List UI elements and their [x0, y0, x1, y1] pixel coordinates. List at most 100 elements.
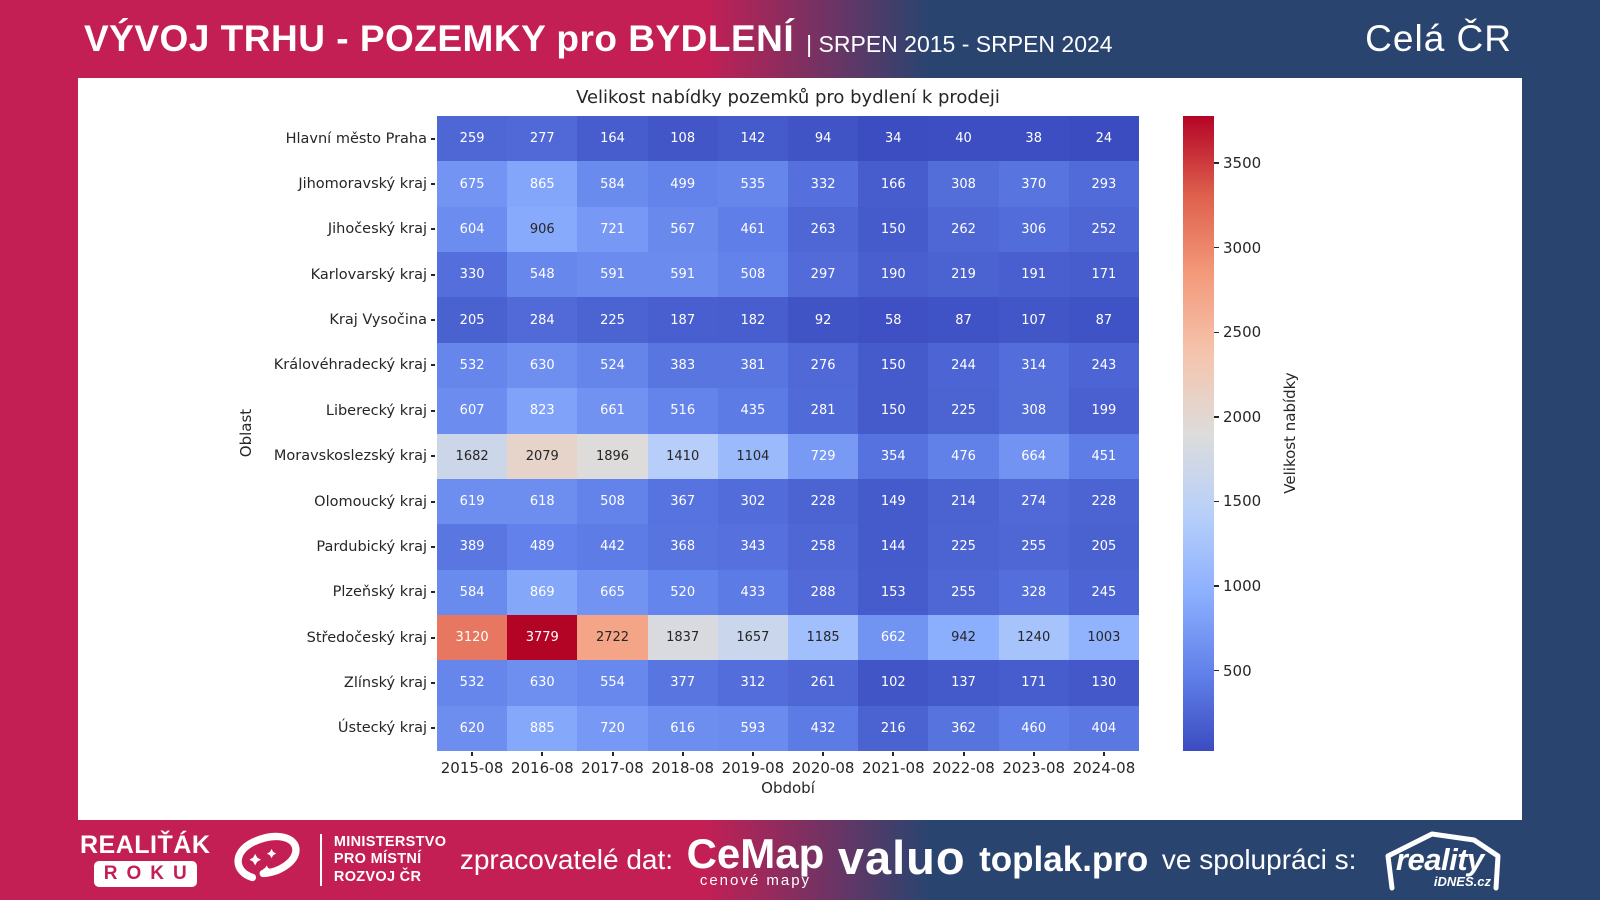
y-tick-label: Ústecký kraj [78, 706, 435, 751]
heatmap-cell: 584 [437, 569, 508, 615]
heatmap-cell: 567 [647, 206, 718, 253]
heatmap-cell: 343 [717, 524, 788, 570]
heatmap-cell: 58 [858, 297, 929, 343]
logo-divider [319, 834, 322, 886]
heatmap-cell: 258 [787, 524, 859, 570]
heatmap-cell: 548 [507, 252, 578, 298]
heatmap-cell: 508 [717, 252, 788, 298]
colorbar-title: Velikost nabídky [1281, 372, 1299, 494]
idnes-logo-text: iDNES.cz [1433, 874, 1491, 889]
heatmap-cell: 166 [858, 161, 929, 207]
heatmap-cell: 38 [998, 116, 1069, 162]
x-tick-mark [471, 752, 474, 756]
heatmap-cell: 616 [647, 705, 718, 751]
heatmap-cell: 869 [507, 569, 578, 615]
colorbar-tick-mark [1214, 416, 1219, 418]
heatmap-cell: 499 [647, 161, 718, 207]
heatmap-cell: 554 [577, 660, 648, 706]
heatmap-cell: 255 [998, 524, 1069, 570]
heatmap-cell: 377 [647, 660, 718, 706]
heatmap-cell: 263 [787, 206, 859, 253]
heatmap-cell: 171 [998, 660, 1069, 706]
y-tick-mark [431, 681, 435, 684]
heatmap-cell: 1240 [998, 614, 1069, 661]
heatmap-cell: 675 [437, 161, 508, 207]
x-tick-label: 2021-08 [858, 752, 928, 777]
heatmap-cell: 362 [928, 705, 999, 751]
heatmap-cell: 308 [998, 388, 1069, 434]
colorbar-tick-mark [1214, 585, 1219, 587]
x-axis-title: Období [761, 779, 815, 797]
heatmap-cell: 259 [437, 116, 508, 162]
chart-panel: Velikost nabídky pozemků pro bydlení k p… [78, 78, 1522, 820]
colorbar-tick-label: 1500 [1223, 492, 1262, 511]
heatmap-cell: 520 [647, 569, 718, 615]
x-tick-label: 2024-08 [1069, 752, 1139, 777]
colorbar-tick-label: 500 [1223, 661, 1252, 680]
heatmap-row-labels: Hlavní město Praha Jihomoravský kraj Jihoč… [78, 116, 435, 751]
heatmap-cell: 1104 [717, 433, 788, 479]
heatmap-cell: 442 [577, 524, 648, 570]
reality-idnes-logo: reality iDNES.cz [1370, 824, 1518, 896]
x-tick-mark [681, 752, 684, 756]
heatmap-cell: 191 [998, 252, 1069, 298]
heatmap-cell: 532 [437, 342, 508, 389]
heatmap-cell: 1003 [1068, 614, 1139, 661]
heatmap-cell: 225 [928, 524, 999, 570]
x-tick-label: 2016-08 [507, 752, 577, 777]
heatmap-cell: 532 [437, 660, 508, 706]
x-tick-label: 2017-08 [577, 752, 647, 777]
heatmap-cell: 171 [1068, 252, 1139, 298]
y-axis-title: Oblast [237, 408, 255, 458]
chart-title: Velikost nabídky pozemků pro bydlení k p… [576, 87, 1000, 108]
y-tick-mark [431, 319, 435, 322]
heatmap-cell: 535 [717, 161, 788, 207]
heatmap-cell: 182 [717, 297, 788, 343]
y-tick-mark [431, 183, 435, 186]
y-tick-mark [431, 409, 435, 412]
toplak-pro-logo: toplak.pro [979, 840, 1149, 879]
y-tick-label: Plzeňský kraj [78, 570, 435, 615]
heatmap-cell: 34 [858, 116, 929, 162]
heatmap-cell: 108 [647, 116, 718, 162]
heatmap-cell: 199 [1068, 388, 1139, 434]
x-tick-mark [1032, 752, 1035, 756]
heatmap-cell: 144 [858, 524, 929, 570]
heatmap-cell: 367 [647, 478, 718, 525]
y-tick-label: Pardubický kraj [78, 524, 435, 569]
y-tick-label: Jihomoravský kraj [78, 161, 435, 206]
realitak-logo-text: REALIŤÁK [80, 831, 211, 859]
heatmap-cell: 288 [787, 569, 859, 615]
heatmap-cell: 219 [928, 252, 999, 298]
heatmap-cell: 607 [437, 388, 508, 434]
heatmap-cell: 150 [858, 206, 929, 253]
cemap-logo: CeMap cenové mapy [687, 832, 825, 889]
y-tick-label: Jihočeský kraj [78, 207, 435, 252]
heatmap-cell: 130 [1068, 660, 1139, 706]
colorbar-tick-label: 2000 [1223, 407, 1262, 426]
heatmap-cell: 190 [858, 252, 929, 298]
heatmap-cell: 225 [577, 297, 648, 343]
heatmap-cell: 383 [647, 342, 718, 389]
heatmap-cell: 619 [437, 478, 508, 525]
heatmap-grid: 259 277 164 108 142 94 34 40 38 24 675 865 584 499 535… [437, 116, 1139, 751]
y-tick-label: Karlovarský kraj [78, 252, 435, 297]
heatmap-cell: 489 [507, 524, 578, 570]
heatmap-cell: 3779 [507, 614, 578, 661]
cemap-logo-subtext: cenové mapy [699, 871, 812, 889]
heatmap-cell: 435 [717, 388, 788, 434]
y-tick-label: Liberecký kraj [78, 388, 435, 433]
heatmap-cell: 244 [928, 342, 999, 389]
x-tick-mark [892, 752, 895, 756]
heatmap-cell: 302 [717, 478, 788, 525]
ministry-logo-text: MINISTERSTVO PRO MÍSTNÍ ROZVOJ ČR [334, 834, 446, 885]
ministry-logo: MINISTERSTVO PRO MÍSTNÍ ROZVOJ ČR [224, 829, 446, 892]
heatmap-cell: 1682 [437, 433, 508, 479]
heatmap-cell: 476 [928, 433, 999, 479]
colorbar-tick-mark [1214, 331, 1219, 334]
valuo-logo: valuo [837, 830, 966, 884]
heatmap-cell: 604 [437, 206, 508, 253]
heatmap-cell: 524 [577, 342, 648, 389]
heatmap-cell: 1837 [647, 614, 718, 661]
heatmap-cell: 662 [858, 614, 929, 661]
